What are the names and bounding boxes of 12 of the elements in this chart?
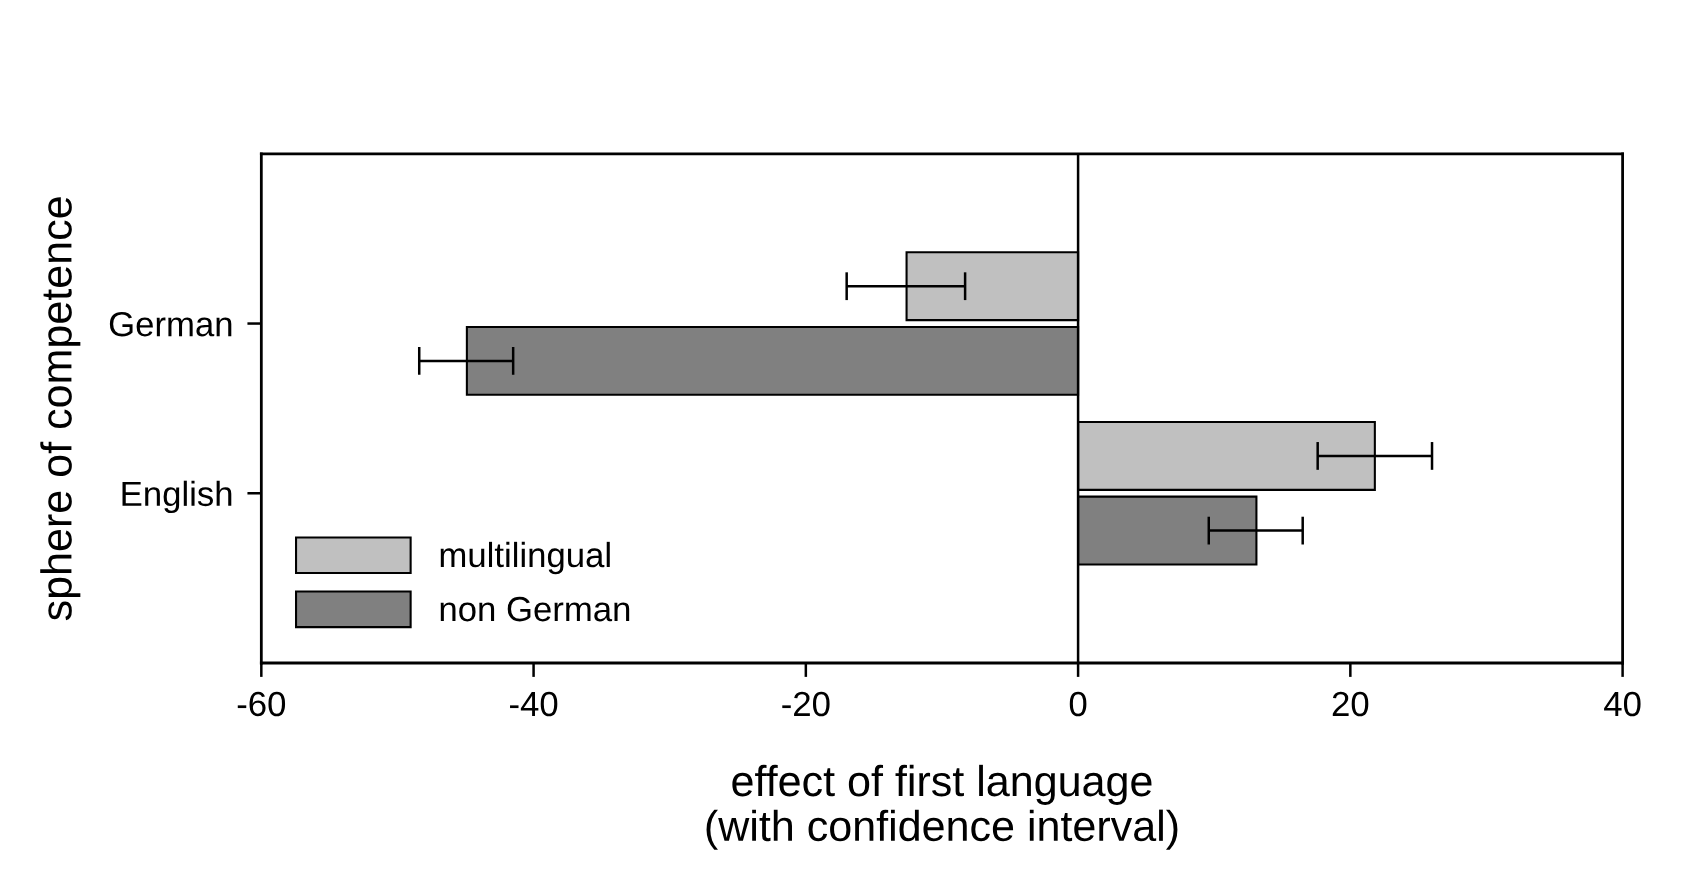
x-tick-label: 20 bbox=[1332, 691, 1369, 717]
y-tick-label: English bbox=[122, 480, 232, 514]
x-tick-label: 0 bbox=[1069, 691, 1087, 717]
x-tick-label: -40 bbox=[510, 691, 558, 717]
legend-label: multilingual bbox=[440, 541, 610, 575]
x-tick-label: -20 bbox=[782, 691, 830, 717]
x-tick-label: 40 bbox=[1604, 691, 1641, 717]
x-tick-label: -60 bbox=[237, 691, 286, 717]
y-tick-label: German bbox=[109, 311, 232, 337]
x-axis-title: effect of first language (with confidence interval) bbox=[706, 764, 1178, 850]
y-axis-title: sphere of competence bbox=[40, 197, 81, 621]
legend-label: non German bbox=[440, 596, 630, 622]
